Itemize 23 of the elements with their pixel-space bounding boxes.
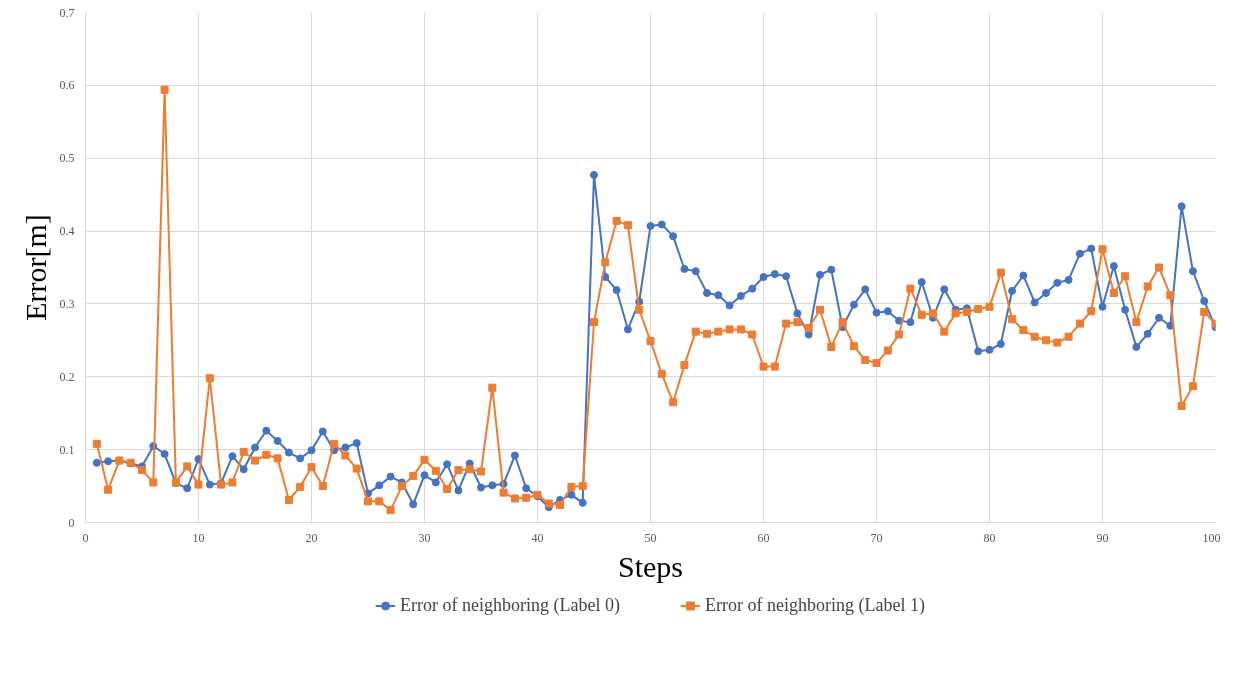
x-tick-label: 30 [418,530,431,545]
x-tick-label: 70 [870,530,883,545]
y-tick-label: 0.2 [59,369,75,384]
y-axis-title: Error[m] [18,214,52,321]
legend-label: Error of neighboring (Label 0) [400,594,620,616]
x-tick-label: 10 [192,530,205,545]
legend-label: Error of neighboring (Label 1) [705,594,925,616]
x-tick-label: 50 [644,530,657,545]
x-tick-label: 20 [305,530,318,545]
x-axis-title: Steps [618,549,684,583]
y-tick-label: 0.1 [59,442,75,457]
x-tick-label: 40 [531,530,544,545]
y-tick-label: 0.5 [59,151,75,166]
x-tick-label: 100 [1202,530,1221,545]
y-tick-label: 0.4 [59,224,75,239]
x-tick-label: 90 [1096,530,1109,545]
y-tick-label: 0.3 [59,296,75,311]
x-tick-label: 0 [82,530,89,545]
y-tick-label: 0.7 [59,5,75,20]
y-tick-label: 0.6 [59,78,75,93]
y-tick-label: 0 [68,515,75,530]
x-tick-label: 80 [983,530,996,545]
x-tick-label: 60 [757,530,770,545]
